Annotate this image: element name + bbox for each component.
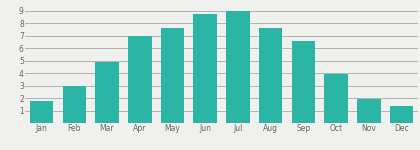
- Bar: [161, 28, 184, 123]
- Bar: [357, 99, 381, 123]
- Bar: [226, 11, 250, 123]
- Bar: [63, 86, 86, 123]
- Bar: [95, 62, 119, 123]
- Bar: [30, 100, 53, 123]
- Bar: [324, 74, 348, 123]
- Bar: [390, 106, 413, 123]
- Bar: [259, 28, 282, 123]
- Bar: [193, 15, 217, 123]
- Bar: [128, 36, 152, 123]
- Bar: [291, 41, 315, 123]
